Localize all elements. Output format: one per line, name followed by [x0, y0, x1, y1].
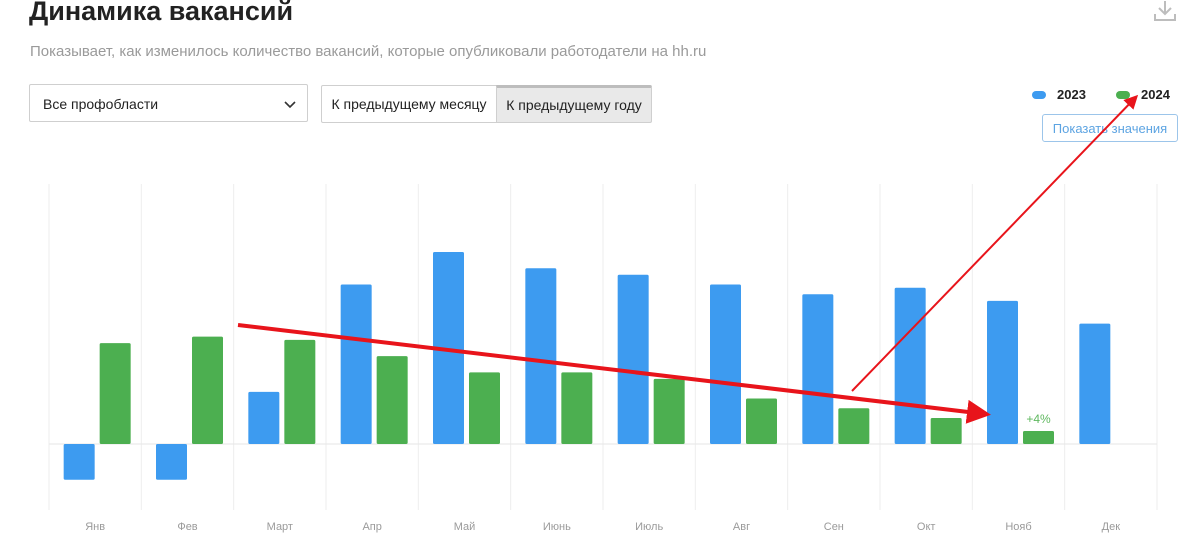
- bar-2024-7[interactable]: [746, 398, 777, 444]
- legend-item-2024[interactable]: 2024: [1116, 87, 1170, 103]
- month-label: Дек: [1102, 521, 1121, 533]
- legend-swatch-2023: [1032, 90, 1046, 99]
- bar-2024-2[interactable]: [284, 339, 316, 444]
- month-label: Окт: [917, 521, 936, 533]
- page-title: Динамика вакансий: [29, 0, 294, 26]
- bar-2023-5[interactable]: [525, 268, 557, 444]
- month-label: Июнь: [543, 521, 571, 533]
- bar-2023-1[interactable]: [156, 444, 187, 480]
- legend-item-2023[interactable]: 2023: [1032, 87, 1086, 103]
- month-label: Май: [454, 521, 476, 533]
- bar-2023-8[interactable]: [802, 294, 834, 444]
- bar-2024-4[interactable]: [469, 372, 500, 444]
- compare-prev-year-button[interactable]: К предыдущему году: [496, 85, 652, 123]
- bar-2023-4[interactable]: [433, 252, 464, 444]
- bar-2024-1[interactable]: [192, 336, 223, 444]
- bar-2023-0[interactable]: [63, 444, 95, 480]
- bar-2023-2[interactable]: [248, 391, 280, 444]
- bar-2023-10[interactable]: [987, 300, 1018, 444]
- month-label: Сен: [824, 521, 844, 533]
- month-label: Авг: [733, 521, 750, 533]
- bar-2023-3[interactable]: [340, 284, 372, 444]
- trend-arrow-main: [237, 323, 991, 424]
- month-label: Апр: [362, 521, 381, 533]
- bar-2024-10[interactable]: [1023, 430, 1054, 444]
- legend-label-2023: 2023: [1057, 87, 1086, 102]
- legend-label-2024: 2024: [1141, 87, 1170, 102]
- bar-2023-11[interactable]: [1079, 323, 1111, 444]
- bar-2024-8[interactable]: [838, 408, 870, 444]
- bar-2024-9[interactable]: [930, 417, 962, 444]
- bar-2023-7[interactable]: [710, 284, 741, 444]
- compare-prev-month-button[interactable]: К предыдущему месяцу: [321, 85, 497, 123]
- month-label: Нояб: [1005, 521, 1031, 533]
- show-values-button[interactable]: Показать значения: [1042, 114, 1178, 142]
- bar-2023-6[interactable]: [617, 274, 649, 444]
- month-label: Июль: [635, 521, 663, 533]
- bar-2023-9[interactable]: [894, 287, 926, 444]
- month-label: Март: [267, 521, 293, 533]
- bar-2024-5[interactable]: [561, 372, 593, 444]
- bar-2024-0[interactable]: [99, 343, 131, 444]
- chevron-down-icon: [284, 101, 296, 109]
- page-subtitle: Показывает, как изменилось количество ва…: [30, 43, 707, 60]
- bar-2024-6[interactable]: [653, 378, 685, 444]
- month-label: Янв: [85, 521, 105, 533]
- delta-annotation: +4%: [1026, 412, 1051, 426]
- download-icon[interactable]: [1152, 0, 1178, 22]
- trend-arrow-to-legend: [851, 94, 1139, 392]
- bar-2024-3[interactable]: [376, 356, 408, 444]
- profarea-select-value: Все профобласти: [43, 96, 159, 112]
- month-label: Фев: [177, 521, 197, 533]
- legend-swatch-2024: [1116, 90, 1130, 99]
- profarea-select[interactable]: Все профобласти: [29, 84, 308, 122]
